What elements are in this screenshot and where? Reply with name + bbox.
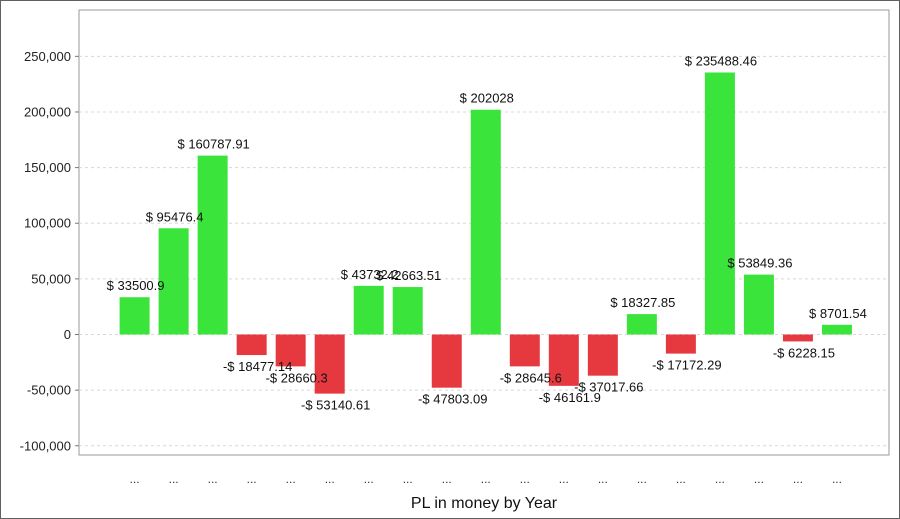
- data-label: -$ 28645.6: [500, 370, 562, 385]
- y-tick-label: 0: [64, 327, 71, 342]
- data-label: $ 42663.51: [376, 268, 441, 283]
- x-tick-label: ...: [559, 472, 569, 486]
- bar: [548, 334, 579, 386]
- y-tick-label: -50,000: [27, 383, 71, 398]
- x-tick-label: ...: [247, 472, 257, 486]
- bar: [470, 109, 501, 335]
- data-label: $ 43732.2: [341, 267, 399, 282]
- data-label: -$ 37017.66: [574, 380, 643, 395]
- bar: [353, 285, 384, 335]
- bar: [119, 297, 150, 335]
- bar: [665, 334, 696, 354]
- bar: [275, 334, 306, 367]
- bar: [158, 228, 189, 335]
- bar: [236, 334, 267, 356]
- bar: [314, 334, 345, 394]
- x-tick-label: ...: [754, 472, 764, 486]
- bar: [626, 314, 657, 335]
- data-label: -$ 28660.3: [266, 370, 328, 385]
- x-tick-label: ...: [169, 472, 179, 486]
- data-labels: $ 33500.9 $ 95476.4 $ 160787.91 -$ 18477.14…: [107, 53, 867, 412]
- x-tick-label: ...: [715, 472, 725, 486]
- bar: [782, 334, 813, 342]
- x-tick-label: ...: [676, 472, 686, 486]
- y-axis: -100,000 -50,000 0 50,000 100,000 150,000 200,…: [20, 49, 79, 453]
- data-label: -$ 46161.9: [539, 390, 601, 405]
- data-label: -$ 18477.14: [223, 359, 292, 374]
- data-label: $ 235488.46: [685, 53, 757, 68]
- y-tick-label: 250,000: [24, 49, 71, 64]
- x-axis-title: PL in money by Year: [411, 495, 558, 512]
- x-tick-label: ...: [130, 472, 140, 486]
- data-label: $ 18327.85: [610, 295, 675, 310]
- x-tick-label: ...: [286, 472, 296, 486]
- x-tick-label: ...: [481, 472, 491, 486]
- bar: [197, 155, 228, 335]
- data-label: $ 33500.9: [107, 278, 165, 293]
- bar: [821, 324, 852, 335]
- data-label: $ 95476.4: [146, 209, 204, 224]
- y-tick-label: 150,000: [24, 160, 71, 175]
- x-tick-label: ...: [442, 472, 452, 486]
- bar: [704, 72, 735, 335]
- x-tick-label: ...: [208, 472, 218, 486]
- bars: [119, 72, 852, 394]
- data-label: -$ 6228.15: [773, 345, 835, 360]
- data-label: $ 53849.36: [727, 256, 792, 271]
- x-tick-label: ...: [598, 472, 608, 486]
- y-tick-label: 100,000: [24, 216, 71, 231]
- data-label: $ 160787.91: [177, 137, 249, 152]
- data-label: -$ 17172.29: [652, 358, 721, 373]
- data-label: -$ 47803.09: [418, 392, 487, 407]
- x-tick-label: ...: [793, 472, 803, 486]
- x-tick-label: ...: [403, 472, 413, 486]
- y-tick-label: -100,000: [20, 438, 71, 453]
- bar: [743, 274, 774, 335]
- y-tick-label: 50,000: [31, 271, 71, 286]
- x-axis: ........................................…: [130, 472, 842, 486]
- x-tick-label: ...: [364, 472, 374, 486]
- y-tick-label: 200,000: [24, 104, 71, 119]
- bar: [392, 287, 423, 335]
- x-tick-label: ...: [637, 472, 647, 486]
- bar: [431, 334, 462, 388]
- x-tick-label: ...: [832, 472, 842, 486]
- data-label: $ 8701.54: [809, 306, 867, 321]
- x-tick-label: ...: [520, 472, 530, 486]
- data-label: $ 202028: [460, 91, 514, 106]
- bar: [509, 334, 540, 367]
- x-tick-label: ...: [325, 472, 335, 486]
- data-label: -$ 53140.61: [301, 398, 370, 413]
- bar: [587, 334, 618, 376]
